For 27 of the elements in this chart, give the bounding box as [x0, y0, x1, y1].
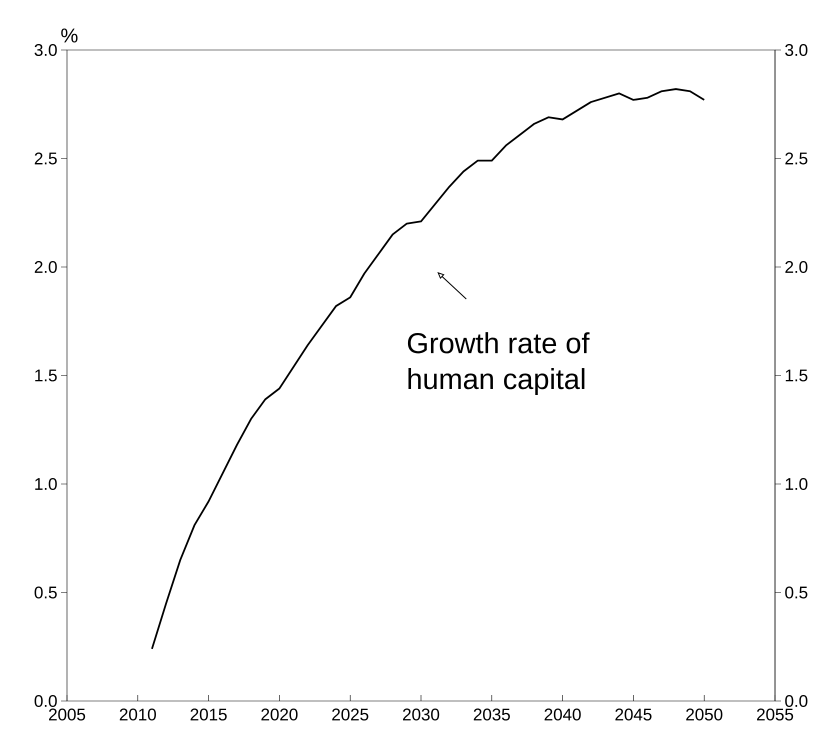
x-tick-label: 2035 [474, 708, 510, 721]
x-tick-label: 2030 [403, 708, 440, 721]
y-tick-label: 2.5 [34, 152, 57, 164]
x-tick-label: 2010 [120, 708, 156, 721]
x-tick-label: 2020 [261, 708, 298, 721]
y-tick-label: 3.0 [34, 44, 57, 56]
x-tick-label: 2005 [49, 708, 86, 721]
x-tick-label: 2050 [686, 708, 722, 721]
x-tick-label: 2015 [190, 708, 227, 721]
y2-tick-label: 0.0 [785, 695, 808, 707]
x-tick-label: 2045 [615, 708, 652, 721]
x-tick-label: 2025 [332, 708, 368, 721]
y2-tick-label: 0.5 [785, 586, 808, 598]
y-tick-label: 1.0 [35, 478, 57, 490]
annotation: Growth rate of human capital [408, 332, 590, 395]
y2-tick-label: 2.0 [785, 261, 808, 273]
y-tick-label: 1.5 [35, 370, 57, 382]
y2-tick-label: 2.5 [785, 152, 808, 164]
y-tick-label: 0.0 [34, 695, 57, 707]
y-tick-label: 0.5 [34, 586, 57, 598]
y2-tick-label: 3.0 [785, 44, 808, 56]
x-tick-label: 2040 [544, 708, 581, 721]
x-tick-label: 2055 [757, 708, 794, 721]
y2-tick-label: 1.5 [786, 370, 808, 382]
y-axis-title: % [61, 28, 78, 42]
y-tick-label: 2.0 [34, 261, 57, 273]
y2-tick-label: 1.0 [786, 478, 808, 490]
